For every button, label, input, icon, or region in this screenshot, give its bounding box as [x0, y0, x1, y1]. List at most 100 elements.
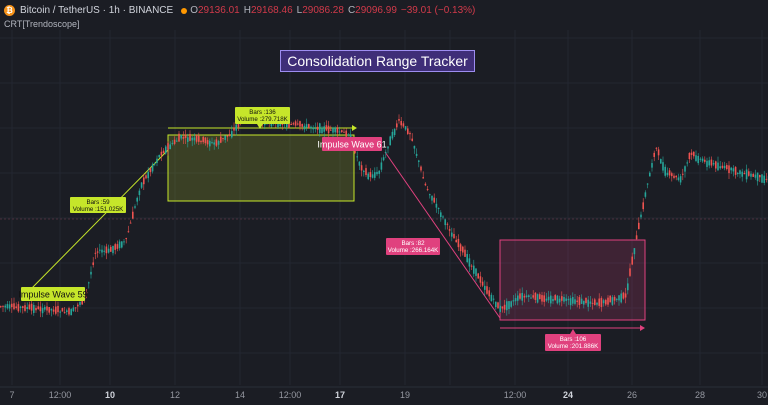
- candle-body: [97, 251, 99, 252]
- candle-body: [374, 172, 376, 178]
- x-tick-label: 28: [695, 390, 705, 400]
- candle-body: [409, 133, 411, 134]
- candle-body: [95, 253, 97, 254]
- candle-body: [139, 191, 141, 195]
- candle-body: [178, 134, 180, 142]
- candle-body: [356, 156, 358, 157]
- candle-body: [128, 231, 130, 232]
- candle-body: [563, 297, 565, 302]
- candle-body: [310, 127, 312, 129]
- candle-body: [35, 308, 37, 310]
- candle-body: [612, 297, 614, 305]
- x-tick-label: 12:00: [279, 390, 302, 400]
- candle-body: [682, 174, 684, 175]
- candle-body: [339, 131, 341, 132]
- candle-body: [293, 123, 295, 124]
- candle-body: [502, 306, 504, 308]
- candle-body: [403, 123, 405, 126]
- candle-body: [26, 307, 28, 309]
- candle-body: [22, 306, 24, 308]
- candle-body: [469, 258, 471, 266]
- candle-body: [482, 282, 484, 286]
- candle-body: [202, 137, 204, 142]
- candle-body: [506, 301, 508, 310]
- candle-body: [205, 138, 207, 144]
- candle-body: [480, 276, 482, 282]
- candle-body: [493, 299, 495, 300]
- x-tick-label: 14: [235, 390, 245, 400]
- candle-body: [383, 157, 385, 160]
- symbol-title[interactable]: Bitcoin / TetherUS · 1h · BINANCE: [20, 5, 173, 16]
- candle-body: [532, 295, 534, 297]
- candle-body: [660, 159, 662, 164]
- candle-body: [607, 298, 609, 305]
- candle-body: [647, 184, 649, 185]
- candle-body: [656, 148, 658, 149]
- consolidation-zone-106: [500, 240, 645, 320]
- candle-body: [537, 294, 539, 302]
- candle-body: [497, 302, 499, 308]
- candle-body: [332, 128, 334, 133]
- candle-body: [290, 124, 292, 125]
- impulse-line-59: [30, 150, 168, 290]
- candle-body: [539, 294, 541, 299]
- candle-body: [442, 216, 444, 217]
- impulse-line-61: [385, 152, 500, 318]
- candle-body: [154, 163, 156, 164]
- candle-body: [722, 166, 724, 168]
- candle-body: [744, 173, 746, 174]
- candle-body: [341, 130, 343, 132]
- candle-body: [308, 124, 310, 128]
- candle-body: [416, 154, 418, 156]
- candle-body: [750, 174, 752, 177]
- candle-body: [367, 174, 369, 180]
- candle-body: [334, 128, 336, 133]
- candle-body: [20, 307, 22, 308]
- candle-body: [557, 296, 559, 304]
- candle-body: [755, 175, 757, 178]
- candle-body: [429, 194, 431, 195]
- candle-body: [678, 177, 680, 180]
- candle-body: [640, 215, 642, 218]
- candle-body: [319, 123, 321, 133]
- candle-body: [110, 247, 112, 252]
- candle-body: [453, 234, 455, 238]
- candle-body: [29, 304, 31, 309]
- candle-body: [141, 183, 143, 188]
- candle-body: [471, 266, 473, 267]
- label-bars-106-text-0: Bars :106: [560, 336, 587, 343]
- candle-body: [761, 174, 763, 182]
- candle-body: [627, 283, 629, 290]
- candle-body: [372, 174, 374, 177]
- candle-body: [235, 124, 237, 130]
- candle-body: [392, 132, 394, 139]
- indicator-legend[interactable]: CRT[Trendoscope]: [4, 19, 80, 29]
- candle-body: [499, 306, 501, 312]
- candle-body: [451, 233, 453, 237]
- candle-body: [739, 170, 741, 174]
- candle-body: [631, 257, 633, 265]
- bitcoin-logo-icon: ₿: [4, 5, 15, 16]
- candle-body: [535, 293, 537, 300]
- candle-body: [730, 168, 732, 171]
- label-bars-136-text-1: Volume :279.718K: [237, 116, 288, 123]
- candle-body: [79, 302, 81, 305]
- candle-body: [603, 300, 605, 303]
- candle-body: [75, 307, 77, 308]
- candle-body: [37, 306, 39, 309]
- candle-body: [713, 163, 715, 164]
- candle-body: [521, 293, 523, 301]
- candle-body: [176, 141, 178, 142]
- label-impulse-61-text-0: Impulse Wave 61: [317, 140, 386, 150]
- candle-body: [323, 126, 325, 131]
- candle-body: [671, 173, 673, 176]
- candle-body: [31, 304, 33, 311]
- candle-body: [649, 173, 651, 177]
- candle-body: [717, 163, 719, 171]
- candle-body: [587, 300, 589, 307]
- candle-body: [733, 168, 735, 171]
- candle-body: [763, 176, 765, 183]
- candle-body: [464, 250, 466, 257]
- candle-body: [297, 124, 299, 125]
- x-tick-label: 10: [105, 390, 115, 400]
